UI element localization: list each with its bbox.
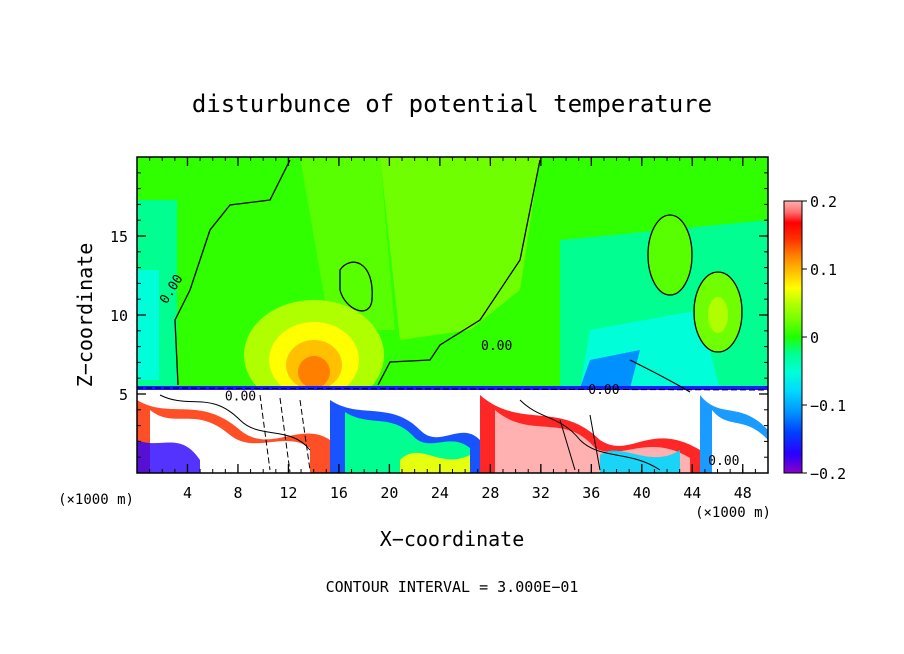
x-tick-label: 16 xyxy=(330,484,348,502)
x-tick-label: 4 xyxy=(183,484,192,502)
x-tick-label: 8 xyxy=(233,484,242,502)
x-tick-label: 20 xyxy=(380,484,398,502)
x-tick-label: 36 xyxy=(582,484,600,502)
y-axis-label: Z−coordinate xyxy=(73,243,97,388)
x-tick-label: 48 xyxy=(734,484,752,502)
temperature-field xyxy=(137,157,768,473)
colorbar-tick-label: 0 xyxy=(810,329,819,347)
colorbar-tick-label: 0.2 xyxy=(810,193,837,211)
x-tick-label: 24 xyxy=(431,484,449,502)
x-tick-label: 12 xyxy=(279,484,297,502)
x-axis-ticks: 4 8 12 16 20 24 28 32 36 40 44 48 xyxy=(183,157,752,502)
x-tick-label: 32 xyxy=(532,484,550,502)
y-tick-label: 15 xyxy=(110,228,128,246)
chart-title: disturbunce of potential temperature xyxy=(192,90,712,118)
colorbar-ticks: 0.2 0.1 0 −0.1 −0.2 xyxy=(802,193,846,483)
x-tick-label: 44 xyxy=(683,484,701,502)
y-axis-ticks: 5 10 15 xyxy=(110,228,768,404)
contour-interval-note: CONTOUR INTERVAL = 3.000E−01 xyxy=(326,578,579,596)
colorbar-tick-label: −0.1 xyxy=(810,397,846,415)
colorbar-tick-label: 0.1 xyxy=(810,261,837,279)
x-tick-label: 40 xyxy=(633,484,651,502)
y-tick-label: 10 xyxy=(110,307,128,325)
colorbar xyxy=(783,200,803,474)
colorbar-tick-label: −0.2 xyxy=(810,465,846,483)
contour-label: 0.00 xyxy=(481,339,512,354)
x-unit-left: (×1000 m) xyxy=(58,492,134,508)
contour-label: 0.00 xyxy=(588,383,619,398)
x-unit-right: (×1000 m) xyxy=(695,505,771,521)
contour-label: 0.00 xyxy=(708,454,739,469)
x-tick-label: 28 xyxy=(481,484,499,502)
x-axis-label: X−coordinate xyxy=(380,527,525,551)
contour-label: 0.00 xyxy=(225,389,256,404)
y-tick-label: 5 xyxy=(119,386,128,404)
